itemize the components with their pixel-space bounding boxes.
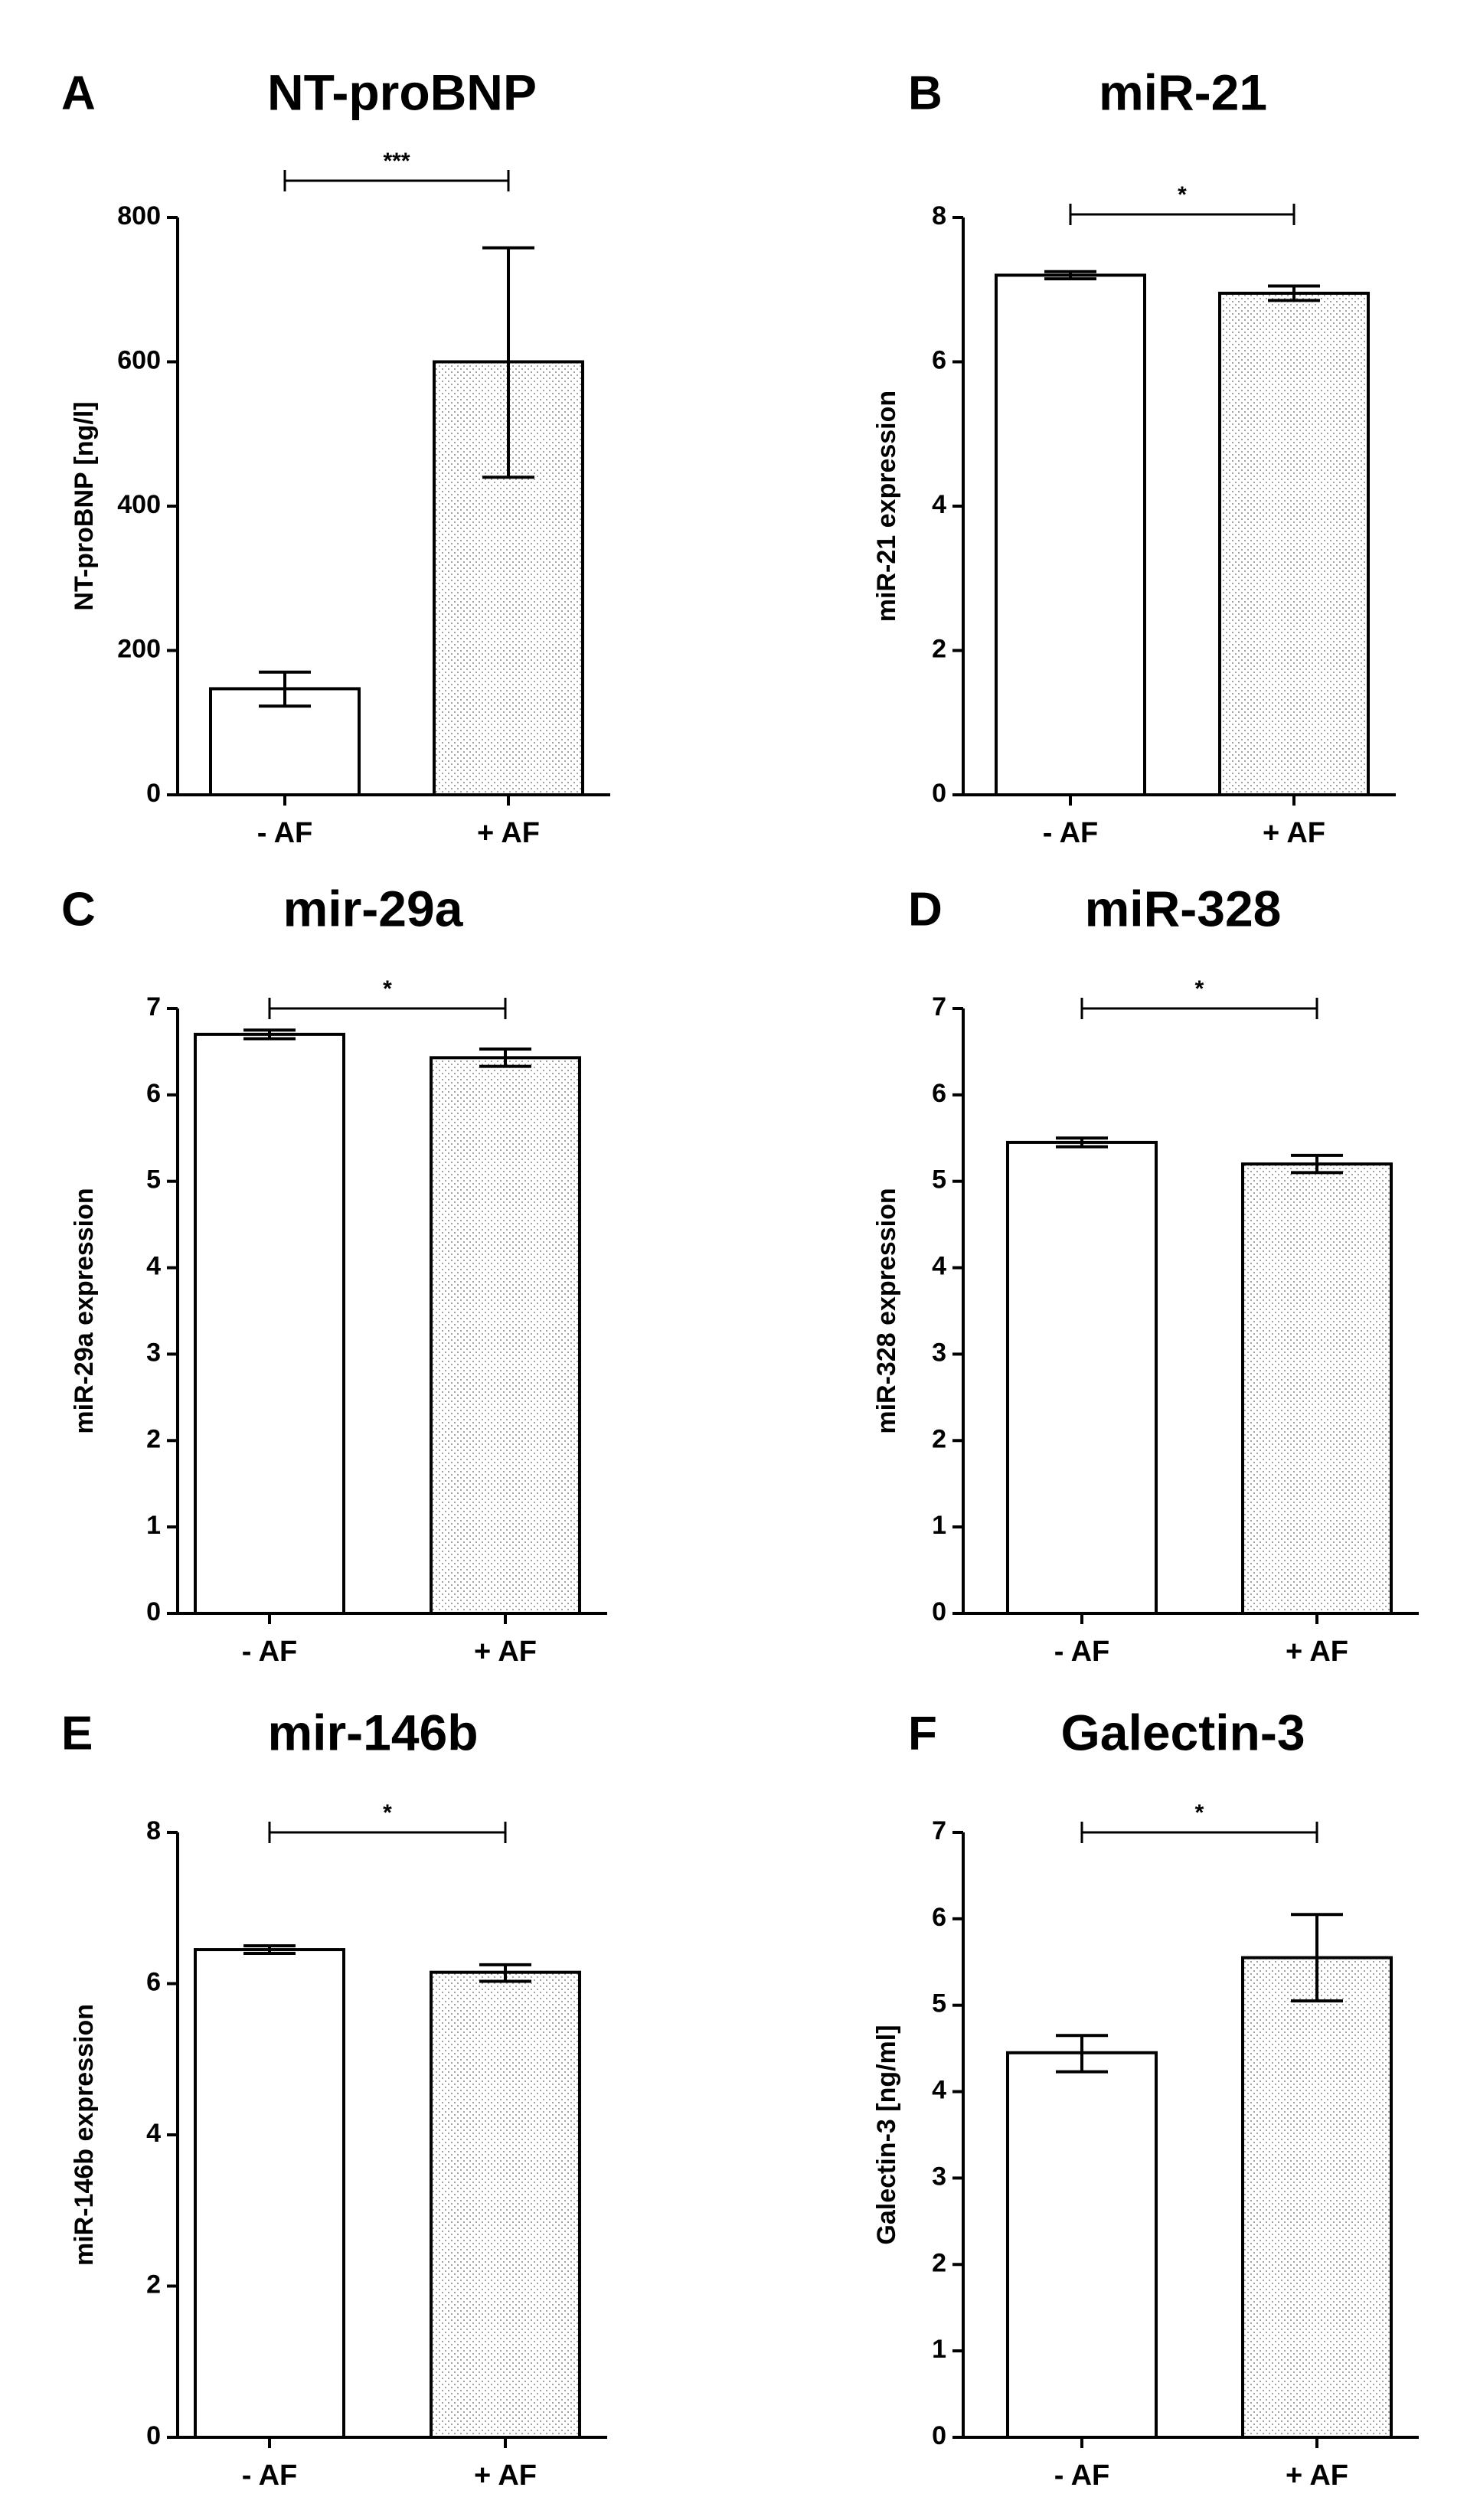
category-label: + AF: [474, 1636, 537, 1668]
y-tick-label: 6: [146, 1967, 161, 1996]
y-tick-label: 7: [932, 992, 946, 1021]
y-tick-label: 0: [932, 1597, 946, 1626]
y-tick-label: 6: [932, 345, 946, 374]
category-label: + AF: [1286, 2460, 1348, 2492]
y-tick-label: 2: [146, 1424, 161, 1453]
y-tick-label: 0: [932, 779, 946, 808]
y-axis-label: Galectin-3 [ng/ml]: [872, 2025, 901, 2244]
chart-title: miR-328: [1085, 880, 1282, 936]
bar: [1006, 1140, 1158, 1615]
y-tick-label: 4: [932, 490, 946, 519]
panel-f: F Galectin-3 0 1 2 3 4 5 6 7 Galectin-3 [ng/ml] - A…: [872, 1704, 1419, 2492]
y-tick-label: 7: [932, 1816, 946, 1845]
y-tick-label: 0: [146, 1597, 161, 1626]
y-tick-label: 2: [146, 2270, 161, 2299]
panel-letter: B: [908, 67, 943, 119]
y-tick-label: 6: [932, 1079, 946, 1108]
significance-label: ***: [383, 149, 410, 174]
category-label: - AF: [1054, 2460, 1109, 2492]
bar: [430, 1970, 581, 2439]
y-tick-label: 800: [117, 201, 161, 230]
category-label: - AF: [242, 1636, 297, 1668]
y-tick-label: 2: [932, 634, 946, 663]
chart-title: mir-146b: [267, 1704, 478, 1760]
bar: [194, 1032, 345, 1616]
bar: [995, 273, 1146, 796]
panel-a: A NT-proBNP 0 200 400 600 800 NT-proBNP [ng/l] -…: [61, 64, 610, 849]
y-axis-label: NT-proBNP [ng/l]: [70, 401, 99, 610]
bar: [1218, 291, 1370, 796]
panel-letter: E: [61, 1707, 93, 1760]
y-tick-label: 7: [146, 992, 161, 1021]
significance-label: *: [1178, 182, 1187, 208]
category-label: + AF: [477, 817, 540, 849]
category-label: + AF: [474, 2460, 537, 2492]
bar: [194, 1948, 345, 2439]
chart-title: mir-29a: [283, 880, 464, 936]
y-tick-label: 0: [932, 2421, 946, 2450]
y-tick-label: 8: [146, 1816, 161, 1845]
category-label: - AF: [1054, 1636, 1109, 1668]
y-tick-label: 6: [932, 1903, 946, 1932]
y-tick-label: 2: [932, 1424, 946, 1453]
y-tick-label: 0: [146, 2421, 161, 2450]
significance-label: *: [383, 1800, 392, 1825]
y-tick-label: 4: [146, 2119, 161, 2148]
bar: [1241, 1956, 1393, 2439]
panel-letter: C: [61, 883, 96, 936]
bar: [430, 1056, 581, 1616]
bar: [1006, 2051, 1158, 2439]
y-axis-label: miR-29a expression: [70, 1188, 99, 1433]
y-tick-label: 4: [146, 1252, 161, 1281]
significance-label: *: [1195, 976, 1204, 1002]
panel-letter: F: [908, 1707, 937, 1760]
y-axis-label: miR-328 expression: [872, 1188, 901, 1433]
y-tick-label: 6: [146, 1079, 161, 1108]
y-tick-label: 1: [932, 2335, 946, 2364]
category-label: + AF: [1263, 817, 1325, 849]
y-tick-label: 5: [932, 1989, 946, 2018]
chart-title: miR-21: [1099, 64, 1267, 120]
chart-title: Galectin-3: [1060, 1704, 1305, 1760]
y-tick-label: 3: [932, 2162, 946, 2191]
panel-letter: D: [908, 883, 943, 936]
significance-label: *: [1195, 1800, 1204, 1825]
y-tick-label: 400: [117, 490, 161, 519]
category-label: - AF: [242, 2460, 297, 2492]
y-tick-label: 200: [117, 634, 161, 663]
y-tick-label: 8: [932, 201, 946, 230]
y-tick-label: 3: [932, 1338, 946, 1367]
y-tick-label: 3: [146, 1338, 161, 1367]
bar: [1241, 1162, 1393, 1615]
category-label: + AF: [1286, 1636, 1348, 1668]
y-tick-label: 4: [932, 1252, 946, 1281]
chart-title: NT-proBNP: [267, 64, 537, 120]
significance-label: *: [383, 976, 392, 1002]
y-tick-label: 600: [117, 345, 161, 374]
y-tick-label: 5: [932, 1165, 946, 1195]
y-axis-label: miR-146b expression: [70, 2004, 99, 2266]
category-label: - AF: [1043, 817, 1098, 849]
y-tick-label: 5: [146, 1165, 161, 1195]
y-axis-label: miR-21 expression: [872, 391, 901, 622]
y-tick-label: 0: [146, 779, 161, 808]
y-tick-label: 2: [932, 2248, 946, 2277]
category-label: - AF: [257, 817, 312, 849]
y-tick-label: 1: [932, 1511, 946, 1540]
y-tick-label: 4: [932, 2076, 946, 2105]
panel-letter: A: [61, 67, 96, 119]
y-tick-label: 1: [146, 1511, 161, 1540]
